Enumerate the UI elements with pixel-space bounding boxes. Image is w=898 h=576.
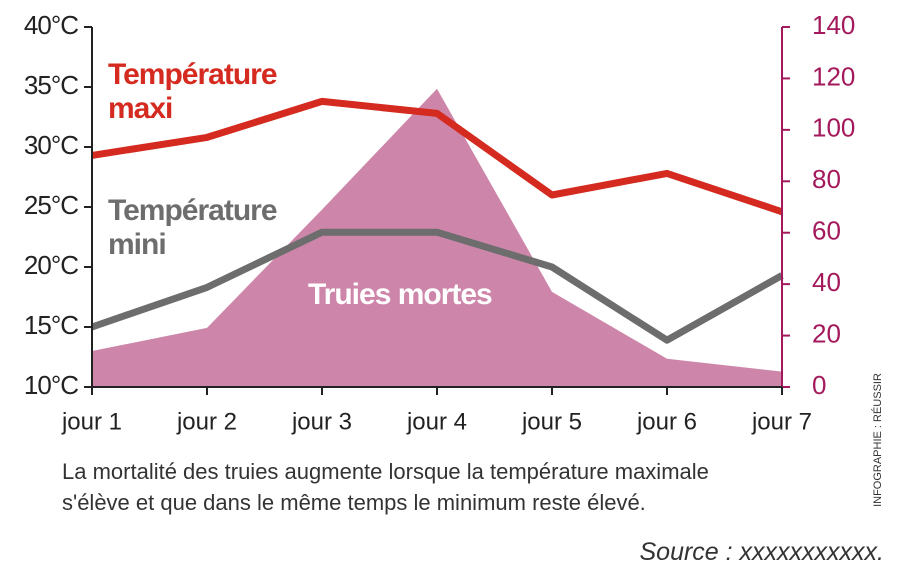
x-tick-label: jour 4 xyxy=(406,408,467,435)
line xyxy=(90,228,784,344)
y-tick-label: 40°C xyxy=(24,10,78,40)
y2-tick-label: 140 xyxy=(812,10,855,40)
x-tick-label: jour 1 xyxy=(61,408,122,435)
y-tick-label: 15°C xyxy=(24,310,78,340)
y-tick-label: 10°C xyxy=(24,370,78,400)
y2-tick-label: 20 xyxy=(812,318,841,348)
series-label: Température maxi xyxy=(108,58,278,125)
y-tick-label: 35°C xyxy=(24,70,78,100)
x-tick-label: jour 5 xyxy=(521,408,582,435)
x-tick-label: jour 7 xyxy=(751,408,812,435)
y2-tick-label: 40 xyxy=(812,267,841,297)
y2-tick-label: 60 xyxy=(812,216,841,246)
x-tick-label: jour 2 xyxy=(176,408,237,435)
y2-tick-label: 80 xyxy=(812,164,841,194)
y-tick-label: 25°C xyxy=(24,190,78,220)
y2-tick-label: 100 xyxy=(812,113,855,143)
y2-tick-label: 0 xyxy=(812,370,826,400)
series-label: Truies mortes xyxy=(308,278,493,311)
source: Source : xxxxxxxxxxx. xyxy=(639,538,885,566)
caption: La mortalité des truies augmente lorsque… xyxy=(62,459,709,515)
credit: INFOGRAPHIE : RÉUSSIR xyxy=(872,373,884,507)
area xyxy=(92,88,782,387)
x-tick-label: jour 6 xyxy=(636,408,697,435)
y-tick-label: 30°C xyxy=(24,130,78,160)
line xyxy=(91,97,784,216)
y2-tick-label: 120 xyxy=(812,61,855,91)
y-tick-label: 20°C xyxy=(24,250,78,280)
x-tick-label: jour 3 xyxy=(291,408,352,435)
series-label: Température mini xyxy=(108,194,278,261)
